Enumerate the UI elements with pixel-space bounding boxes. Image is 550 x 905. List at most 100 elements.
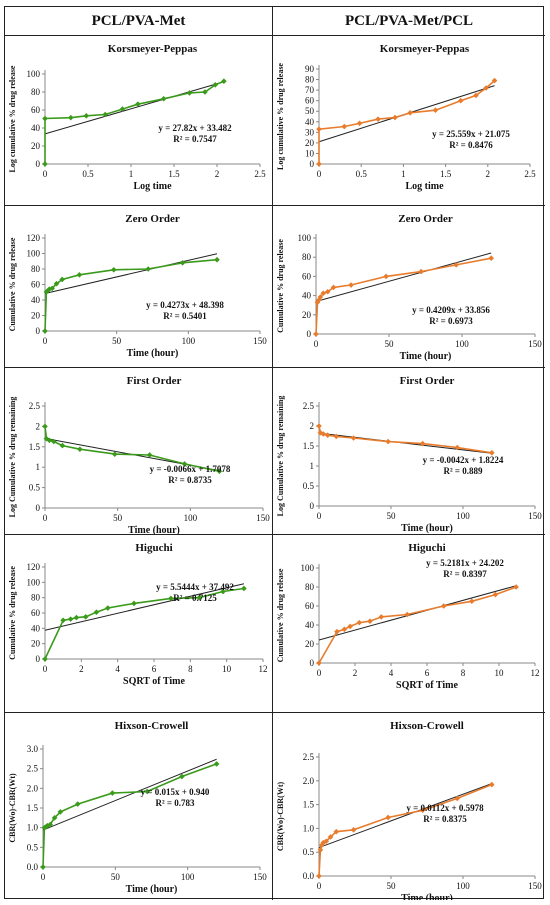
data-point <box>57 809 64 815</box>
data-point <box>316 126 322 132</box>
trend-line <box>44 583 245 631</box>
data-point <box>160 95 167 102</box>
x-tick-label: 6 <box>152 664 157 674</box>
data-point <box>407 110 413 116</box>
y-tick-label: 0.5 <box>27 842 39 852</box>
y-tick-label: 0.5 <box>29 483 41 493</box>
y-tick-label: 2 <box>36 421 41 431</box>
data-point <box>131 600 137 607</box>
data-point <box>347 623 353 630</box>
y-tick-label: 2.0 <box>303 776 315 786</box>
y-axis-label: Log Cumulative % drug remaining <box>276 396 285 517</box>
data-point <box>40 864 46 870</box>
y-tick-label: 40 <box>31 295 41 305</box>
y-tick-label: 1 <box>36 462 41 472</box>
data-point <box>491 77 498 84</box>
data-point <box>333 828 340 835</box>
data-point <box>341 626 348 633</box>
y-tick-label: 80 <box>31 264 41 274</box>
x-tick-label: 8 <box>188 664 193 674</box>
chart-svg: Zero Order 0 20 40 60 80 100 0 50 100 150 Time (hou… <box>276 213 542 362</box>
y-tick-label: 50 <box>305 106 315 116</box>
y-tick-label: 80 <box>305 75 315 85</box>
data-point <box>111 451 118 457</box>
chart-hixson-crowell-left: Hixson-Crowell 0.0 0.5 1.0 1.5 2.0 2.5 3.0 0 50 10… <box>5 713 272 900</box>
chart-svg: Higuchi 0 20 40 60 80 100 0 2 4 6 8 10 12 SQRT of Time… <box>276 542 540 691</box>
x-tick-label: 0 <box>41 872 46 882</box>
x-tick-label: 0 <box>43 513 48 523</box>
x-tick-label: 2 <box>486 169 491 179</box>
data-point <box>51 815 58 821</box>
y-tick-label: 2.0 <box>27 783 39 793</box>
x-axis-label: Time (hour) <box>400 351 452 362</box>
y-tick-label: 0 <box>36 654 41 664</box>
x-tick-label: 100 <box>182 336 196 346</box>
x-tick-label: 100 <box>184 513 198 523</box>
y-tick-label: 20 <box>31 639 41 649</box>
chart-higuchi-left: Higuchi 0 20 40 60 80 100 120 0 2 4 6 8 10 12 SQRT of T… <box>5 535 272 712</box>
y-axis-label: Log cumulative % drug release <box>276 63 285 170</box>
data-point <box>49 285 55 292</box>
x-tick-label: 2.5 <box>254 169 266 179</box>
x-tick-label: 4 <box>389 668 394 678</box>
data-point <box>440 603 447 609</box>
data-point <box>320 431 327 437</box>
y-tick-label: 10 <box>305 148 315 158</box>
trend-line <box>44 253 218 294</box>
series-line <box>318 586 517 664</box>
data-point <box>356 619 363 626</box>
data-point <box>324 432 331 438</box>
y-tick-label: 0 <box>36 503 41 513</box>
x-axis-label: Time (hour) <box>401 523 453 534</box>
data-point <box>404 611 410 618</box>
data-point <box>59 442 66 449</box>
x-tick-label: 50 <box>385 339 395 349</box>
y-tick-label: 40 <box>31 123 41 133</box>
y-tick-label: 0.5 <box>303 847 315 857</box>
chart-title: Korsmeyer-Peppas <box>108 43 198 55</box>
y-axis-label: CBR(Wo)-CBR(Wt) <box>276 782 285 852</box>
y-tick-label: 60 <box>305 601 315 611</box>
y-tick-label: 100 <box>301 563 315 573</box>
column-divider <box>272 7 273 900</box>
fit-r2: R² = 0.7125 <box>173 593 217 603</box>
x-tick-label: 12 <box>531 668 540 678</box>
chart-title: Higuchi <box>135 542 172 554</box>
fit-equation: y = -0.0066x + 1.7078 <box>150 464 231 474</box>
data-point <box>105 605 111 611</box>
data-point <box>76 272 83 278</box>
chart-hixson-crowell-right: Hixson-Crowell 0.0 0.5 1.0 1.5 2.0 2.5 0 50 100 15… <box>273 713 545 904</box>
data-point <box>492 591 499 598</box>
x-axis-label: SQRT of Time <box>396 680 458 691</box>
data-point <box>144 788 150 795</box>
x-tick-label: 0 <box>314 339 319 349</box>
y-tick-label: 30 <box>305 127 315 137</box>
divider <box>5 534 545 535</box>
chart-title: Zero Order <box>125 213 180 225</box>
y-axis-label: Cumulative % drug release <box>276 239 285 333</box>
fit-equation: y = 27.82x + 33.482 <box>158 123 232 133</box>
data-point <box>67 616 74 622</box>
divider <box>5 205 545 206</box>
data-point <box>102 111 108 118</box>
series-line <box>42 763 217 868</box>
fit-equation: y = 5.2181x + 24.202 <box>426 558 504 568</box>
y-tick-label: 100 <box>27 249 41 259</box>
trend-line <box>44 81 225 135</box>
data-point <box>59 276 65 283</box>
chart-svg: Higuchi 0 20 40 60 80 100 120 0 2 4 6 8 10 12 SQRT of T… <box>8 542 268 687</box>
trend-line <box>42 758 217 831</box>
fit-r2: R² = 0.8397 <box>443 569 487 579</box>
data-point <box>82 614 89 620</box>
y-tick-label: 1.0 <box>303 823 315 833</box>
y-tick-label: 2.5 <box>29 401 41 411</box>
fit-r2: R² = 0.6973 <box>429 316 473 326</box>
data-point <box>469 598 475 605</box>
y-tick-label: 60 <box>31 105 41 115</box>
y-tick-label: 1.0 <box>27 823 39 833</box>
x-tick-label: 150 <box>528 511 542 521</box>
y-tick-label: 2.5 <box>303 401 315 411</box>
data-point <box>453 262 459 268</box>
data-point <box>356 120 363 127</box>
